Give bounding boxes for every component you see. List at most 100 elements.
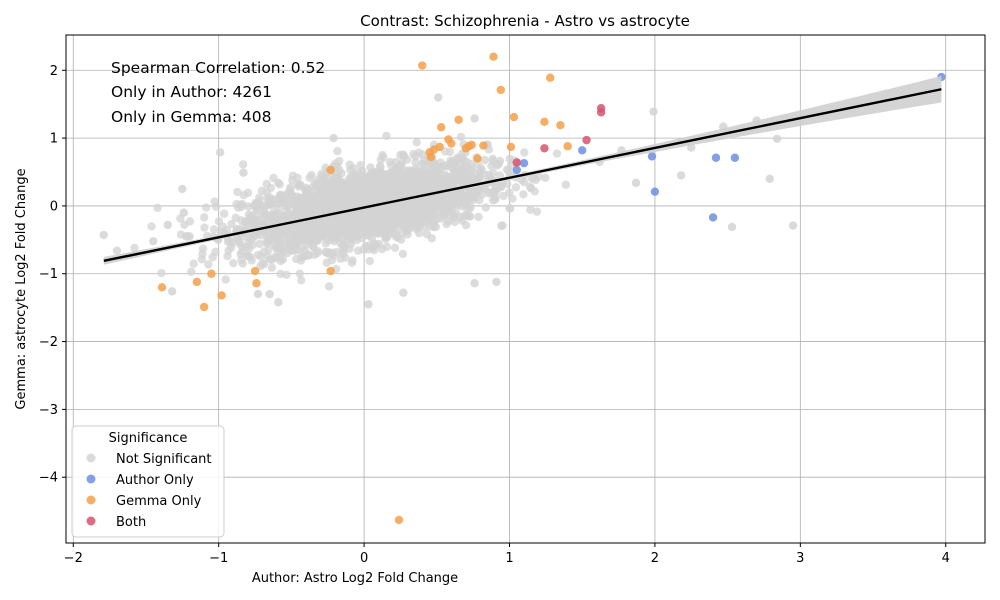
point-not-significant-cloud	[371, 212, 380, 222]
point-not-significant-cloud	[380, 188, 390, 198]
point-gemma-only	[563, 142, 572, 151]
point-not-significant-cloud	[248, 240, 257, 250]
point-author-only	[519, 158, 529, 168]
point-not-significant-cloud	[432, 214, 442, 224]
point-not-significant-cloud	[237, 255, 246, 265]
point-gemma-only	[447, 139, 456, 148]
point-not-significant-cloud	[493, 183, 502, 193]
series-both	[512, 104, 606, 167]
point-not-significant-cloud	[369, 239, 379, 248]
point-not-significant	[676, 171, 686, 180]
point-gemma-only	[546, 73, 555, 82]
point-not-significant	[112, 246, 122, 255]
point-not-significant-cloud	[263, 252, 272, 261]
point-not-significant-cloud	[440, 190, 449, 200]
point-not-significant	[788, 221, 798, 230]
point-not-significant-cloud	[312, 236, 322, 246]
point-not-significant-cloud	[336, 191, 345, 200]
point-not-significant-cloud	[313, 246, 323, 256]
point-not-significant-cloud	[431, 170, 440, 179]
point-gemma-only	[454, 115, 463, 124]
point-not-significant	[167, 287, 177, 296]
point-not-significant-cloud	[389, 192, 398, 201]
point-not-significant-cloud	[297, 276, 306, 285]
point-not-significant-cloud	[455, 175, 464, 184]
point-not-significant-cloud	[254, 197, 264, 206]
point-not-significant-cloud	[511, 183, 521, 192]
legend-marker-gemma-only	[86, 495, 96, 505]
point-gemma-only	[418, 61, 427, 70]
point-not-significant-cloud	[233, 187, 242, 197]
point-not-significant-cloud	[424, 196, 433, 206]
axes-frame	[65, 34, 986, 544]
point-not-significant	[274, 298, 283, 307]
point-both	[596, 108, 606, 117]
point-not-significant-cloud	[237, 241, 246, 251]
point-not-significant-cloud	[336, 239, 345, 248]
point-not-significant-cloud	[299, 201, 309, 210]
point-not-significant-cloud	[328, 190, 337, 199]
point-not-significant-cloud	[458, 164, 468, 174]
point-not-significant-cloud	[480, 155, 489, 165]
point-not-significant-cloud	[350, 171, 360, 181]
point-not-significant-cloud	[422, 217, 431, 226]
point-not-significant-cloud	[358, 217, 368, 227]
point-not-significant-cloud	[429, 222, 438, 232]
point-not-significant-cloud	[322, 258, 331, 267]
legend: Significance Not Significant Author Only…	[71, 425, 225, 538]
point-not-significant-cloud	[386, 208, 395, 217]
point-not-significant-cloud	[427, 177, 437, 186]
legend-marker-both	[86, 516, 96, 526]
y-tick-label: 2	[50, 64, 58, 79]
point-gemma-only	[436, 123, 446, 132]
point-not-significant-cloud	[304, 192, 313, 201]
point-both	[540, 144, 549, 153]
point-not-significant-cloud	[244, 210, 254, 219]
point-not-significant	[727, 222, 737, 232]
point-not-significant-cloud	[375, 171, 384, 181]
point-not-significant	[765, 174, 774, 183]
point-not-significant	[470, 279, 479, 288]
point-not-significant-cloud	[398, 249, 408, 259]
x-tick-label: 1	[505, 551, 513, 566]
series-gemma-only	[157, 52, 572, 525]
point-not-significant-cloud	[294, 182, 303, 191]
point-not-significant-cloud	[317, 208, 326, 217]
point-gemma-only	[250, 266, 260, 276]
point-not-significant-cloud	[436, 158, 445, 167]
point-not-significant-cloud	[393, 233, 403, 242]
point-not-significant-cloud	[293, 192, 302, 201]
point-not-significant-cloud	[333, 146, 342, 156]
point-gemma-only	[326, 266, 335, 276]
point-not-significant-cloud	[444, 202, 453, 211]
point-not-significant-cloud	[259, 259, 269, 269]
annotation-only-author: Only in Author: 4261	[111, 83, 272, 101]
chart-title: Contrast: Schizophrenia - Astro vs astro…	[360, 12, 690, 30]
point-not-significant-cloud	[199, 213, 209, 222]
point-not-significant	[253, 289, 263, 299]
point-not-significant-cloud	[328, 233, 337, 242]
point-not-significant-cloud	[365, 174, 374, 183]
point-not-significant-cloud	[519, 190, 528, 199]
point-not-significant-cloud	[561, 180, 571, 189]
point-not-significant-cloud	[383, 169, 393, 179]
legend-label-gemma-only: Gemma Only	[116, 494, 202, 509]
point-not-significant	[179, 208, 188, 217]
point-not-significant-cloud	[197, 255, 207, 264]
point-not-significant	[631, 178, 641, 188]
point-not-significant-cloud	[456, 132, 466, 142]
point-not-significant-cloud	[416, 175, 425, 185]
point-not-significant-cloud	[464, 171, 473, 180]
point-not-significant-cloud	[292, 254, 301, 264]
point-not-significant	[163, 220, 172, 230]
point-not-significant-cloud	[488, 156, 498, 166]
x-tick-label: 4	[942, 551, 950, 566]
y-tick-label: −2	[39, 335, 58, 350]
not-significant-cloud	[130, 131, 571, 291]
point-not-significant-cloud	[405, 215, 414, 224]
legend-label-author-only: Author Only	[116, 473, 194, 488]
point-not-significant-cloud	[298, 253, 307, 262]
point-author-only	[578, 146, 587, 155]
point-not-significant-cloud	[405, 206, 414, 216]
point-not-significant-cloud	[506, 204, 515, 213]
